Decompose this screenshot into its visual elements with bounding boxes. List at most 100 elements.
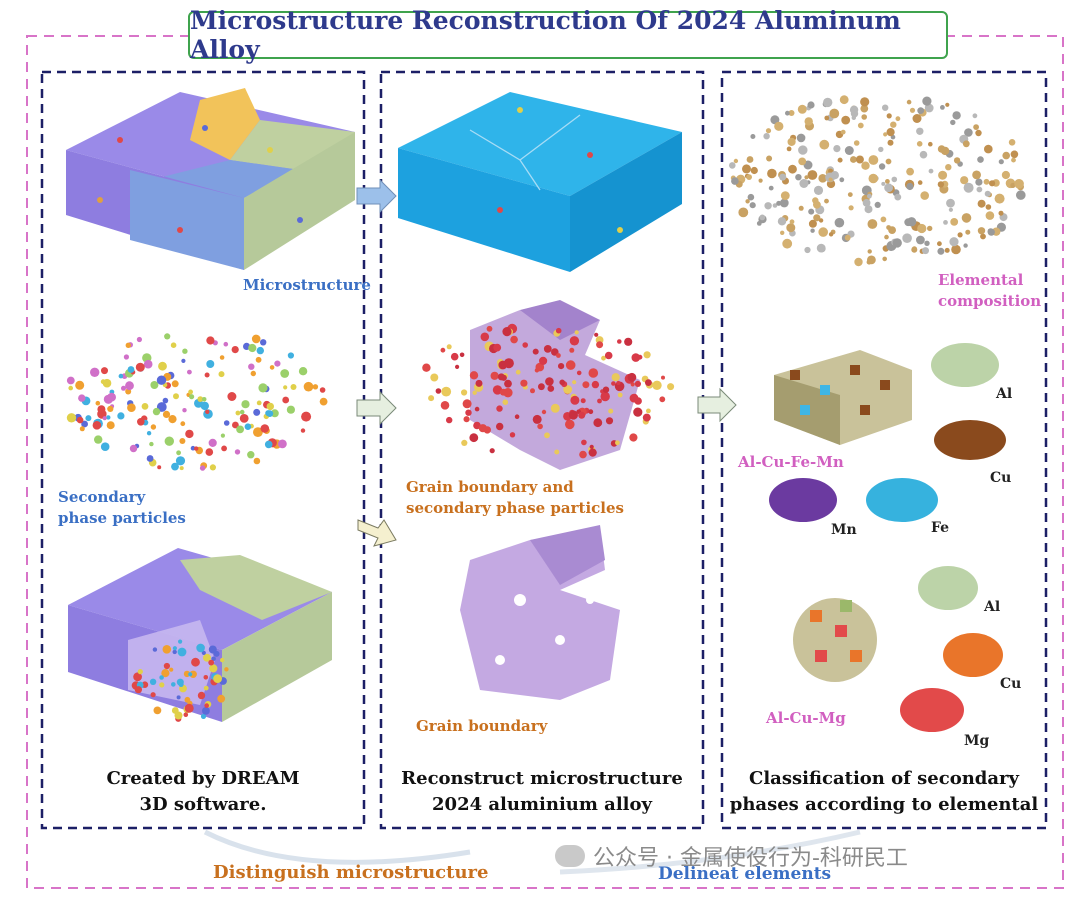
panel-2-frame [379, 70, 705, 830]
particle [253, 457, 261, 465]
particle [201, 397, 207, 402]
particle [867, 219, 878, 229]
particle [79, 426, 85, 432]
particle [661, 375, 665, 380]
particle [597, 398, 602, 404]
particle [834, 217, 845, 228]
particle [667, 383, 675, 391]
particle [627, 372, 637, 382]
cut-block-particles [131, 639, 229, 722]
particle [446, 344, 452, 350]
particle [758, 178, 763, 183]
particle [244, 423, 252, 431]
particle [203, 675, 209, 680]
delineat-label: Delineat elements [658, 864, 832, 884]
particle [797, 104, 807, 114]
particle [883, 132, 888, 137]
particle [780, 191, 790, 201]
particle [182, 408, 187, 413]
panel-1-caption: Created by DREAM 3D software. [42, 766, 364, 818]
gb-particles-cloud [422, 323, 675, 459]
particle [853, 140, 860, 146]
particle [867, 193, 872, 199]
particle [906, 167, 914, 176]
particle [543, 345, 552, 353]
particle [874, 201, 881, 208]
grain-boundary-only [460, 525, 620, 700]
particle [107, 405, 114, 412]
particle [601, 355, 606, 361]
particle [963, 243, 968, 248]
particle [172, 649, 177, 655]
group-2-mg: Mg [964, 733, 990, 749]
particle [463, 416, 470, 423]
particle [187, 369, 192, 375]
gb-particles-label-2: secondary phase particles [406, 499, 624, 517]
particle [844, 146, 854, 155]
particle [798, 145, 808, 155]
particle [150, 381, 159, 389]
particle [878, 163, 886, 170]
particle [854, 257, 863, 267]
particle [600, 391, 610, 402]
particle [983, 178, 990, 185]
particle [747, 193, 755, 201]
particle [300, 428, 306, 433]
particle [510, 335, 518, 344]
particle [581, 439, 587, 446]
particle [185, 429, 194, 439]
particle [578, 411, 586, 419]
particle [169, 667, 174, 672]
particle [504, 379, 512, 388]
particle [158, 361, 167, 371]
particle [940, 105, 945, 110]
particle [868, 173, 879, 184]
particle [287, 352, 294, 359]
particle [808, 219, 817, 228]
particle [977, 199, 986, 208]
particle [813, 200, 821, 209]
particle [867, 255, 876, 265]
particle [75, 380, 85, 390]
particle [951, 244, 961, 255]
particle [880, 216, 887, 223]
particle [985, 204, 992, 210]
particle [789, 219, 795, 225]
particle [435, 388, 442, 394]
particle [159, 682, 165, 688]
particle [462, 399, 472, 409]
panel-1-caption-line-1: Created by DREAM [106, 768, 300, 789]
particle [532, 348, 539, 355]
particle [950, 119, 956, 126]
particle [143, 359, 153, 369]
particle [150, 424, 157, 430]
particle [729, 162, 736, 169]
particle [798, 205, 804, 211]
particle [643, 351, 651, 359]
particle [76, 416, 84, 424]
particle [878, 146, 884, 153]
particle [922, 96, 932, 106]
particle [498, 360, 508, 370]
particle [984, 190, 991, 197]
particle [608, 408, 614, 414]
particle [779, 198, 789, 208]
particle [742, 164, 751, 174]
particle [489, 448, 495, 454]
particle [218, 371, 225, 378]
particle [270, 409, 279, 418]
particle [146, 455, 154, 462]
secondary-label-2: phase particles [58, 509, 186, 527]
particle [156, 375, 167, 385]
particle [180, 421, 186, 427]
particle [768, 185, 774, 191]
group-1-al: Al [996, 386, 1013, 402]
particle [266, 402, 274, 411]
particle [213, 674, 223, 683]
particle [593, 418, 603, 428]
particle [961, 213, 972, 223]
particle [589, 444, 594, 449]
microstructure-block [66, 88, 355, 270]
particle [283, 385, 288, 390]
particle [153, 706, 162, 715]
